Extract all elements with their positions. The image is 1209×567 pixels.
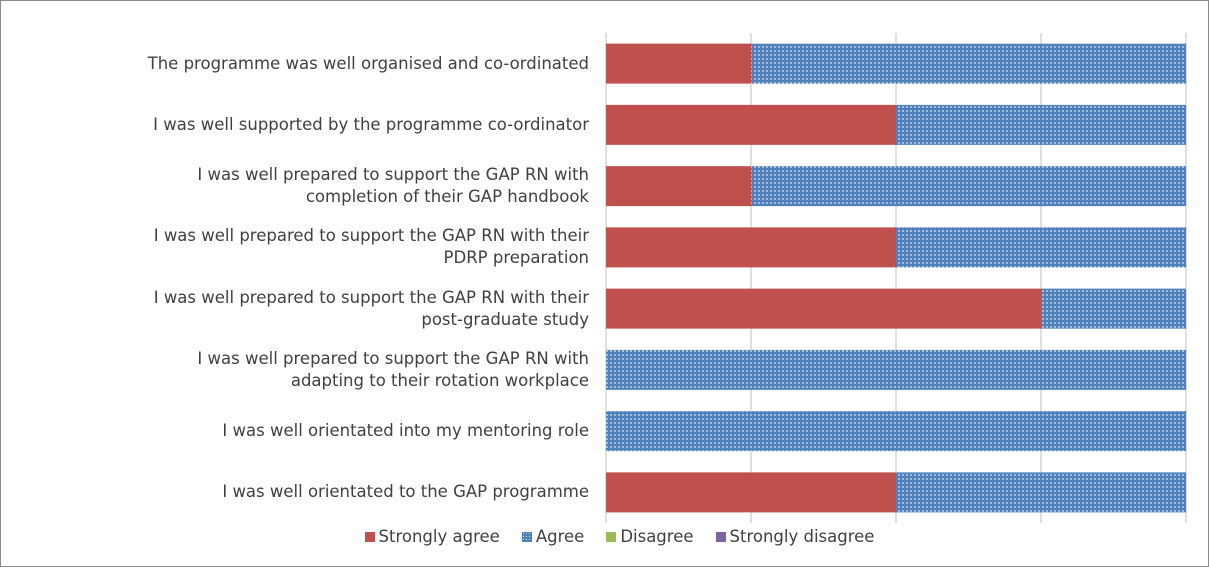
legend-swatch <box>521 531 532 542</box>
legend-swatch <box>364 531 375 542</box>
bar-segment <box>751 166 1186 207</box>
legend: Strongly agree Agree Disagree Strongly disa… <box>15 527 1208 546</box>
category-label: I was well prepared to support the GAP R… <box>153 226 589 268</box>
legend-label: Strongly agree <box>378 527 500 546</box>
category-label: I was well prepared to support the GAP R… <box>197 348 589 390</box>
category-label: The programme was well organised and co-… <box>147 53 589 73</box>
bar-segment <box>896 104 1186 145</box>
legend-label: Strongly disagree <box>729 527 875 546</box>
category-label: I was well orientated into my mentoring … <box>222 421 589 441</box>
legend-item: Strongly disagree <box>715 527 875 546</box>
bar-segment <box>606 166 751 207</box>
category-label: I was well prepared to support the GAP R… <box>197 165 589 207</box>
bar-segment <box>896 227 1186 268</box>
category-label: I was well prepared to support the GAP R… <box>153 287 589 329</box>
legend-swatch <box>715 531 726 542</box>
bar-segment <box>1041 288 1186 329</box>
legend-label: Disagree <box>620 527 694 546</box>
legend-swatch <box>606 531 617 542</box>
category-label: I was well supported by the programme co… <box>153 114 589 134</box>
legend-item: Disagree <box>606 527 694 546</box>
legend-item: Strongly agree <box>364 527 500 546</box>
bar-segment <box>606 104 896 145</box>
legend-item: Agree <box>521 527 585 546</box>
bar-segment <box>606 43 751 84</box>
category-label: I was well orientated to the GAP program… <box>222 482 589 502</box>
bar-segment <box>606 349 1186 390</box>
bar-segment <box>606 288 1041 329</box>
bar-segment <box>606 227 896 268</box>
legend-label: Agree <box>535 527 585 546</box>
bar-segment <box>606 411 1186 452</box>
bar-segment <box>751 43 1186 84</box>
bar-segment <box>896 472 1186 513</box>
bar-segment <box>606 472 896 513</box>
